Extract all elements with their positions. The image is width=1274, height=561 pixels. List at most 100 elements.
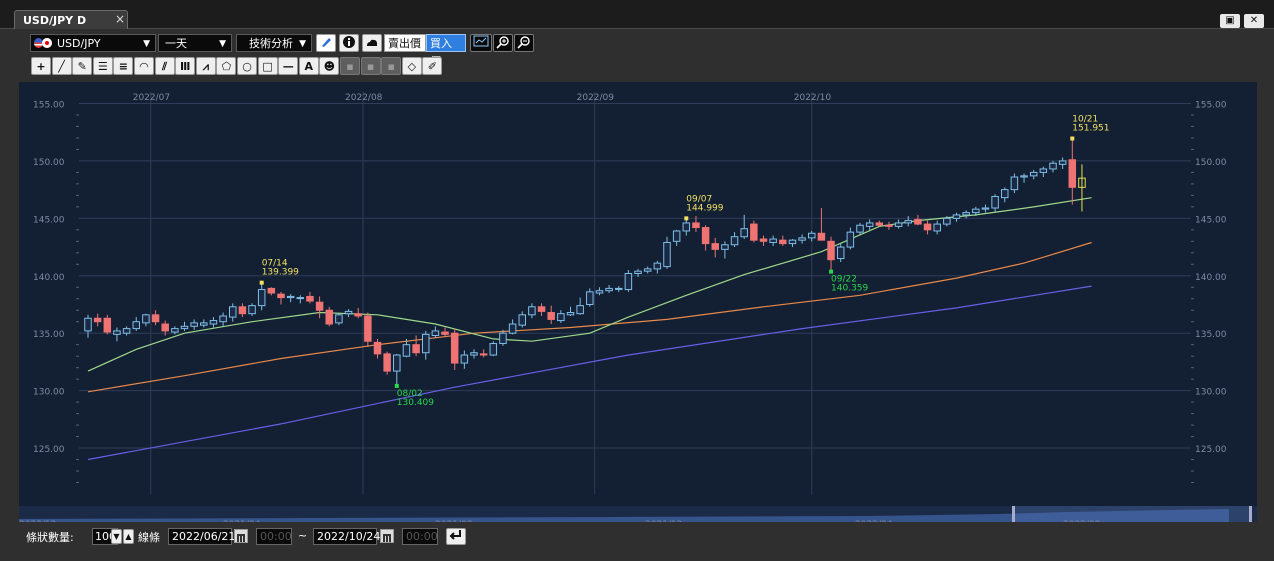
candle-body[interactable] [450,332,459,364]
candle-body[interactable] [229,306,237,318]
pentagon-icon[interactable]: ⬠ [216,57,237,75]
triangle-down-icon[interactable]: ▼ [111,529,122,544]
pencil-icon[interactable]: ✎ [72,57,93,75]
candle-body[interactable] [84,317,92,332]
candle-body[interactable] [460,354,469,364]
candle-body[interactable] [894,222,903,227]
candle-body[interactable] [518,314,526,326]
crosshair-icon[interactable]: + [31,57,51,75]
candle-body[interactable] [701,227,710,245]
candle-body[interactable] [1058,160,1067,165]
candle-body[interactable] [354,313,362,317]
candle-body[interactable] [528,306,536,316]
candle-body[interactable] [692,222,700,229]
candle-body[interactable] [576,305,584,315]
calendar-icon[interactable] [380,529,394,543]
candle-body[interactable] [383,353,391,372]
candle-body[interactable] [595,290,604,294]
candle-body[interactable] [615,287,623,290]
candle-body[interactable] [1078,177,1086,188]
candle-body[interactable] [933,223,941,232]
candle-body[interactable] [1039,168,1048,173]
tool-a-icon[interactable]: ▪ [340,57,360,75]
candle-body[interactable] [441,331,449,335]
candle-body[interactable] [914,218,922,225]
candle-body[interactable] [373,341,382,355]
text-icon[interactable]: A [298,57,319,75]
candle-body[interactable] [779,239,787,245]
tool-b-icon[interactable]: ▪ [360,57,381,75]
circle-icon[interactable]: ○ [237,57,257,75]
buy-price-button[interactable]: 買入價 [426,34,466,68]
candle-body[interactable] [499,332,507,345]
candle-body[interactable] [267,287,276,294]
candle-body[interactable] [605,287,613,292]
candle-body[interactable] [296,297,305,300]
candlestick-chart[interactable]: 155.00 155.00 150.00 150.00 145.00 145.00 140.… [19,82,1257,530]
candle-body[interactable] [981,207,990,210]
candle-body[interactable] [364,315,372,342]
candle-body[interactable] [161,323,169,332]
candle-body[interactable] [721,244,729,250]
horizontal-line-icon[interactable]: — [278,57,299,75]
chart-type-icon[interactable] [470,34,492,52]
candle-body[interactable] [479,353,488,356]
arc-icon[interactable]: ◠ [134,57,154,75]
candle-body[interactable] [769,238,777,243]
candle-body[interactable] [643,268,652,272]
candle-body[interactable] [315,301,324,311]
candle-body[interactable] [151,314,160,323]
start-time-field[interactable]: 00:00 [256,528,292,545]
candle-body[interactable] [257,289,266,307]
parallel-icon[interactable]: ⫽ [154,57,175,75]
candle-body[interactable] [103,317,112,333]
restore-window-icon[interactable]: ▣ [1220,14,1240,28]
vertical-lines-icon[interactable]: Ⅲ [175,57,196,75]
candle-body[interactable] [634,270,642,274]
rectangle-icon[interactable]: □ [257,57,278,75]
return-icon[interactable] [446,528,466,545]
candle-body[interactable] [730,236,739,246]
candle-body[interactable] [586,291,594,305]
candle-body[interactable] [1068,159,1077,188]
candle-body[interactable] [624,272,633,291]
candle-body[interactable] [566,312,575,316]
candle-body[interactable] [750,223,758,241]
chart-area[interactable]: 155.00 155.00 150.00 150.00 145.00 145.00 140.… [19,82,1257,530]
icon-icon[interactable]: ☻ [319,57,340,75]
tab-usdjpy[interactable]: USD/JPY D × [14,10,128,29]
candle-body[interactable] [798,237,806,241]
candle-body[interactable] [672,230,681,242]
candle-body[interactable] [180,325,189,330]
candle-body[interactable] [142,314,150,324]
info-icon[interactable] [339,34,359,52]
period-select[interactable]: 一天 ▼ [158,34,232,52]
candle-body[interactable] [431,330,440,336]
candle-body[interactable] [537,306,546,312]
zoom-out-icon[interactable] [514,34,534,52]
candle-body[interactable] [422,333,430,354]
cloud-icon[interactable] [362,34,382,52]
candle-body[interactable] [972,208,980,214]
navigator-handle-right[interactable] [1249,506,1252,522]
candle-body[interactable] [653,262,662,270]
candle-body[interactable] [402,344,411,357]
candle-body[interactable] [875,222,884,226]
candle-body[interactable] [93,317,102,323]
candle-body[interactable] [885,224,893,227]
candle-body[interactable] [711,243,719,250]
candle-body[interactable] [865,222,874,227]
candle-body[interactable] [663,241,671,268]
candle-body[interactable] [238,306,247,315]
candle-body[interactable] [952,214,961,219]
candle-body[interactable] [788,239,797,245]
candle-body[interactable] [827,240,835,261]
candle-body[interactable] [132,321,140,330]
candle-body[interactable] [489,343,498,356]
candle-body[interactable] [547,312,555,320]
candle-body[interactable] [344,310,353,315]
candle-body[interactable] [557,313,565,322]
candle-body[interactable] [335,314,343,324]
candle-body[interactable] [1001,189,1009,199]
pitchfork-icon[interactable]: ⩘ [195,57,216,75]
